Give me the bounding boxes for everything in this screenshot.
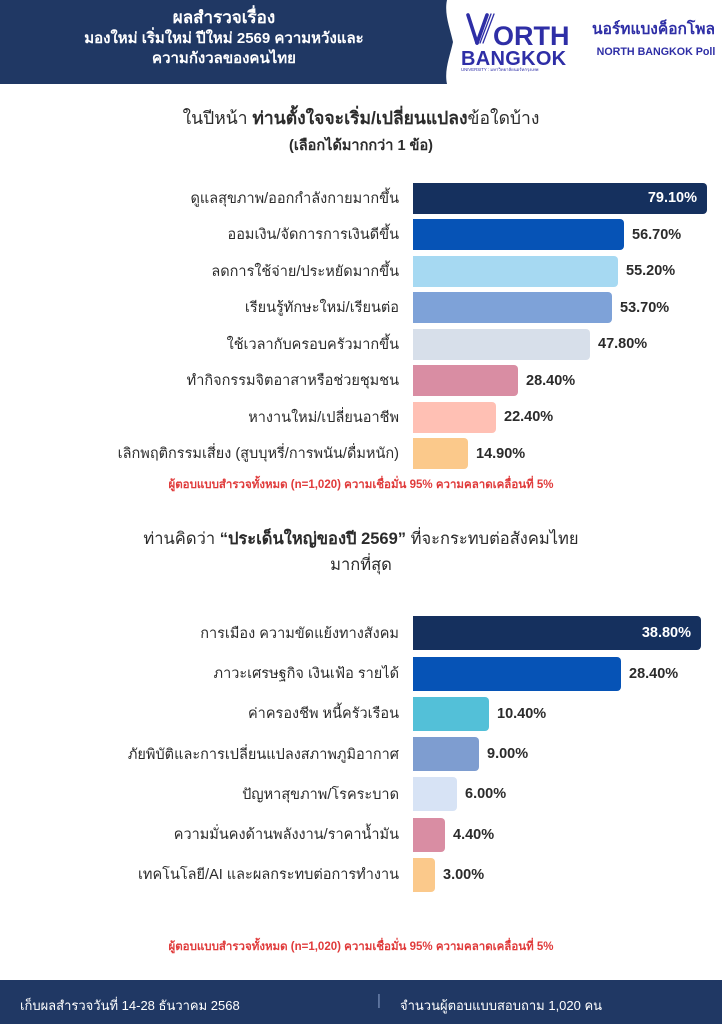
- svg-text:UNIVERSITY : มหาวิทยาลัยนอร์ทก: UNIVERSITY : มหาวิทยาลัยนอร์ทกรุงเทพ: [461, 67, 539, 72]
- svg-text:ORTH: ORTH: [493, 21, 570, 51]
